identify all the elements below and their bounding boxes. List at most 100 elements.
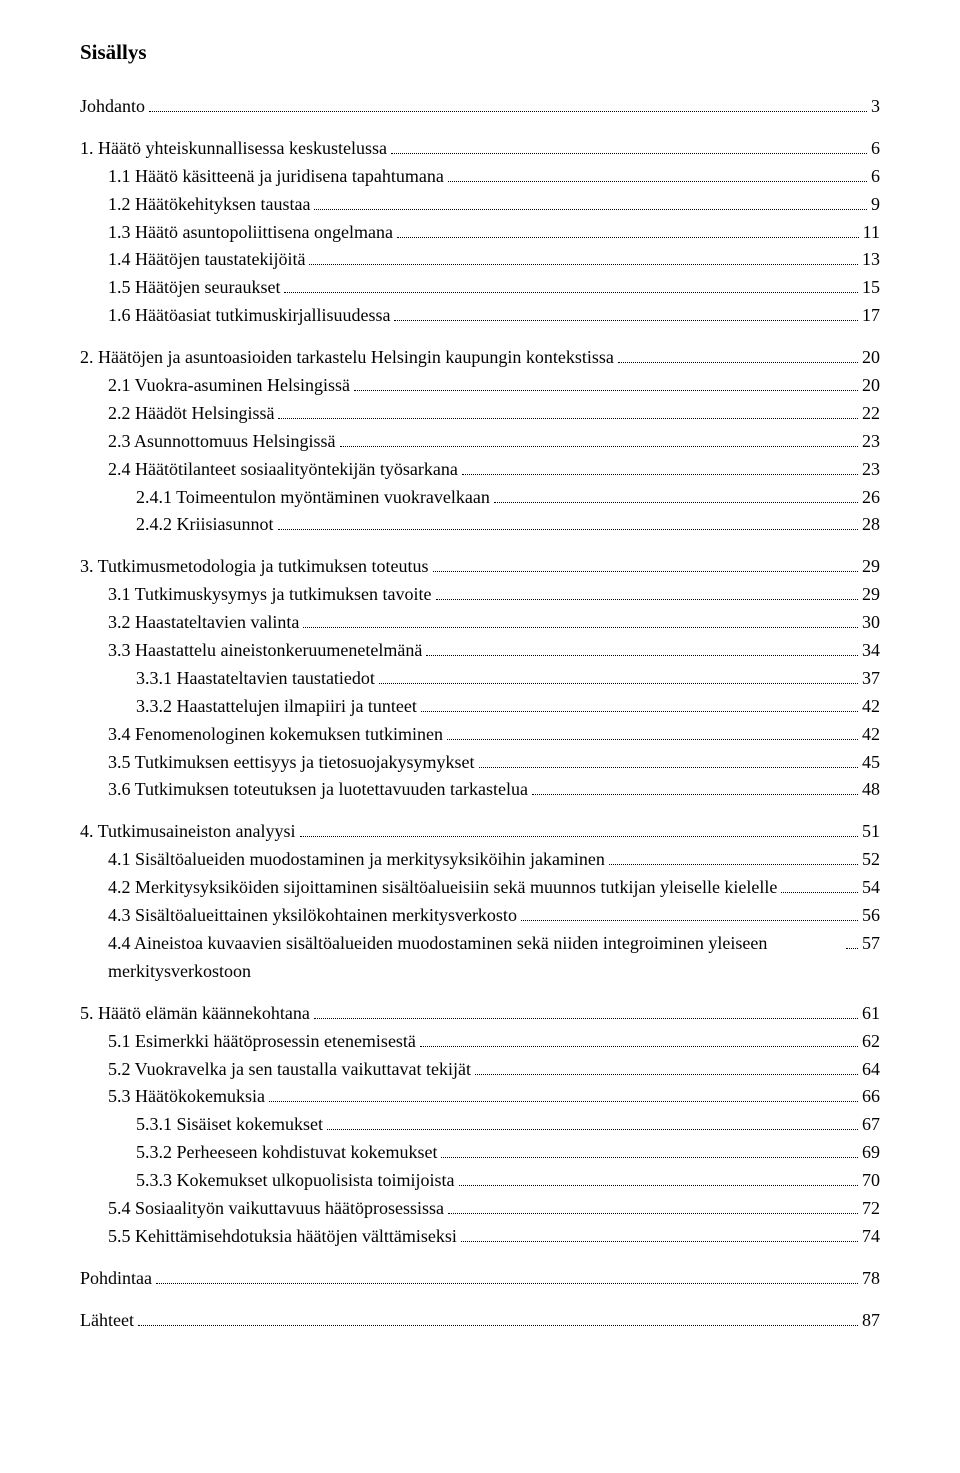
toc-entry: 1.1 Häätö käsitteenä ja juridisena tapah… [80,163,880,191]
toc-entry-page: 74 [862,1223,880,1251]
toc-leader-dots [394,320,858,321]
toc-leader-dots [309,264,858,265]
toc-entry-label: 1.2 Häätökehityksen taustaa [108,191,310,219]
toc-entry: 4.3 Sisältöalueittainen yksilökohtainen … [80,902,880,930]
toc-entry-label: 1.3 Häätö asuntopoliittisena ongelmana [108,219,393,247]
toc-entry-page: 51 [862,818,880,846]
toc-leader-dots [149,111,867,112]
toc-entry-page: 54 [862,874,880,902]
toc-entry-label: 5.2 Vuokravelka ja sen taustalla vaikutt… [108,1056,471,1084]
toc-title: Sisällys [80,40,880,65]
toc-entry: 1.2 Häätökehityksen taustaa9 [80,191,880,219]
toc-entry-label: 5.3.3 Kokemukset ulkopuolisista toimijoi… [136,1167,455,1195]
toc-leader-dots [494,502,858,503]
toc-entry-page: 87 [862,1307,880,1335]
toc-entry-page: 26 [862,484,880,512]
toc-entry: 3.3.1 Haastateltavien taustatiedot37 [80,665,880,693]
toc-entry-label: 2.3 Asunnottomuus Helsingissä [108,428,336,456]
toc-entry: 2.1 Vuokra-asuminen Helsingissä 20 [80,372,880,400]
toc-list: Johdanto31. Häätö yhteiskunnallisessa ke… [80,93,880,1335]
toc-entry-label: 3.4 Fenomenologinen kokemuksen tutkimine… [108,721,443,749]
toc-entry-label: 5.3.1 Sisäiset kokemukset [136,1111,323,1139]
toc-leader-dots [314,1018,858,1019]
toc-entry-label: 2.2 Häädöt Helsingissä [108,400,274,428]
toc-entry-label: 3.6 Tutkimuksen toteutuksen ja luotettav… [108,776,528,804]
toc-entry-label: 5. Häätö elämän käännekohtana [80,1000,310,1028]
toc-entry-page: 3 [871,93,880,121]
toc-entry-label: 2.4 Häätötilanteet sosiaalityöntekijän t… [108,456,458,484]
toc-entry: 5.3.3 Kokemukset ulkopuolisista toimijoi… [80,1167,880,1195]
toc-entry-label: 5.5 Kehittämisehdotuksia häätöjen välttä… [108,1223,457,1251]
toc-entry-label: 2.4.2 Kriisiasunnot [136,511,274,539]
toc-entry-page: 42 [862,693,880,721]
toc-leader-dots [397,237,859,238]
toc-entry-page: 30 [862,609,880,637]
toc-entry-page: 42 [862,721,880,749]
toc-entry: 1.6 Häätöasiat tutkimuskirjallisuudessa1… [80,302,880,330]
toc-entry: 3.6 Tutkimuksen toteutuksen ja luotettav… [80,776,880,804]
toc-entry-page: 23 [862,456,880,484]
toc-entry: 5.2 Vuokravelka ja sen taustalla vaikutt… [80,1056,880,1084]
toc-entry-page: 57 [862,930,880,958]
toc-entry-page: 15 [862,274,880,302]
toc-entry-label: 2.4.1 Toimeentulon myöntäminen vuokravel… [136,484,490,512]
toc-entry: 2.4.1 Toimeentulon myöntäminen vuokravel… [80,484,880,512]
toc-entry-label: Lähteet [80,1307,134,1335]
toc-entry-page: 61 [862,1000,880,1028]
toc-leader-dots [462,474,858,475]
toc-leader-dots [448,1213,858,1214]
toc-leader-dots [475,1074,858,1075]
toc-entry-label: 3.2 Haastateltavien valinta [108,609,299,637]
toc-entry-label: 4.2 Merkitysyksiköiden sijoittaminen sis… [108,874,777,902]
toc-leader-dots [461,1241,858,1242]
toc-entry: 4.4 Aineistoa kuvaavien sisältöalueiden … [80,930,880,986]
toc-entry: 2.4.2 Kriisiasunnot28 [80,511,880,539]
toc-entry-page: 20 [862,372,880,400]
toc-entry-label: 2.1 Vuokra-asuminen Helsingissä [108,372,350,400]
toc-entry-label: 1.1 Häätö käsitteenä ja juridisena tapah… [108,163,444,191]
toc-entry: 5.5 Kehittämisehdotuksia häätöjen välttä… [80,1223,880,1251]
toc-leader-dots [284,292,858,293]
toc-leader-dots [441,1157,858,1158]
toc-entry-label: 5.4 Sosiaalityön vaikuttavuus häätöprose… [108,1195,444,1223]
toc-entry-label: 3.5 Tutkimuksen eettisyys ja tietosuojak… [108,749,475,777]
toc-leader-dots [327,1129,858,1130]
toc-entry: 1. Häätö yhteiskunnallisessa keskustelus… [80,135,880,163]
toc-entry-page: 29 [862,581,880,609]
toc-entry-label: 3.3.2 Haastattelujen ilmapiiri ja tuntee… [136,693,417,721]
toc-entry-label: 1.4 Häätöjen taustatekijöitä [108,246,305,274]
toc-entry-page: 62 [862,1028,880,1056]
toc-leader-dots [426,655,858,656]
toc-entry-page: 45 [862,749,880,777]
toc-entry-page: 56 [862,902,880,930]
toc-leader-dots [521,920,858,921]
toc-entry: 3.3.2 Haastattelujen ilmapiiri ja tuntee… [80,693,880,721]
toc-entry: 4.2 Merkitysyksiköiden sijoittaminen sis… [80,874,880,902]
toc-entry-page: 23 [862,428,880,456]
toc-entry: 3. Tutkimusmetodologia ja tutkimuksen to… [80,553,880,581]
toc-entry-page: 66 [862,1083,880,1111]
toc-leader-dots [421,711,858,712]
toc-entry-page: 34 [862,637,880,665]
toc-entry-page: 64 [862,1056,880,1084]
toc-entry: 5.1 Esimerkki häätöprosessin etenemisest… [80,1028,880,1056]
toc-entry-label: 5.1 Esimerkki häätöprosessin etenemisest… [108,1028,416,1056]
toc-entry-page: 6 [871,163,880,191]
toc-entry: 2. Häätöjen ja asuntoasioiden tarkastelu… [80,344,880,372]
toc-leader-dots [781,892,858,893]
toc-entry: 5.3.1 Sisäiset kokemukset 67 [80,1111,880,1139]
toc-entry-page: 67 [862,1111,880,1139]
toc-entry: Pohdintaa78 [80,1265,880,1293]
toc-entry-page: 22 [862,400,880,428]
toc-entry: 2.2 Häädöt Helsingissä 22 [80,400,880,428]
toc-leader-dots [379,683,858,684]
toc-entry: 3.4 Fenomenologinen kokemuksen tutkimine… [80,721,880,749]
toc-entry: 5. Häätö elämän käännekohtana 61 [80,1000,880,1028]
toc-entry: 1.5 Häätöjen seuraukset15 [80,274,880,302]
toc-entry-label: 1. Häätö yhteiskunnallisessa keskustelus… [80,135,387,163]
toc-entry-label: 3.1 Tutkimuskysymys ja tutkimuksen tavoi… [108,581,432,609]
toc-entry-page: 72 [862,1195,880,1223]
toc-leader-dots [433,571,858,572]
toc-entry: 3.3 Haastattelu aineistonkeruumenetelmän… [80,637,880,665]
toc-entry: 1.3 Häätö asuntopoliittisena ongelmana11 [80,219,880,247]
